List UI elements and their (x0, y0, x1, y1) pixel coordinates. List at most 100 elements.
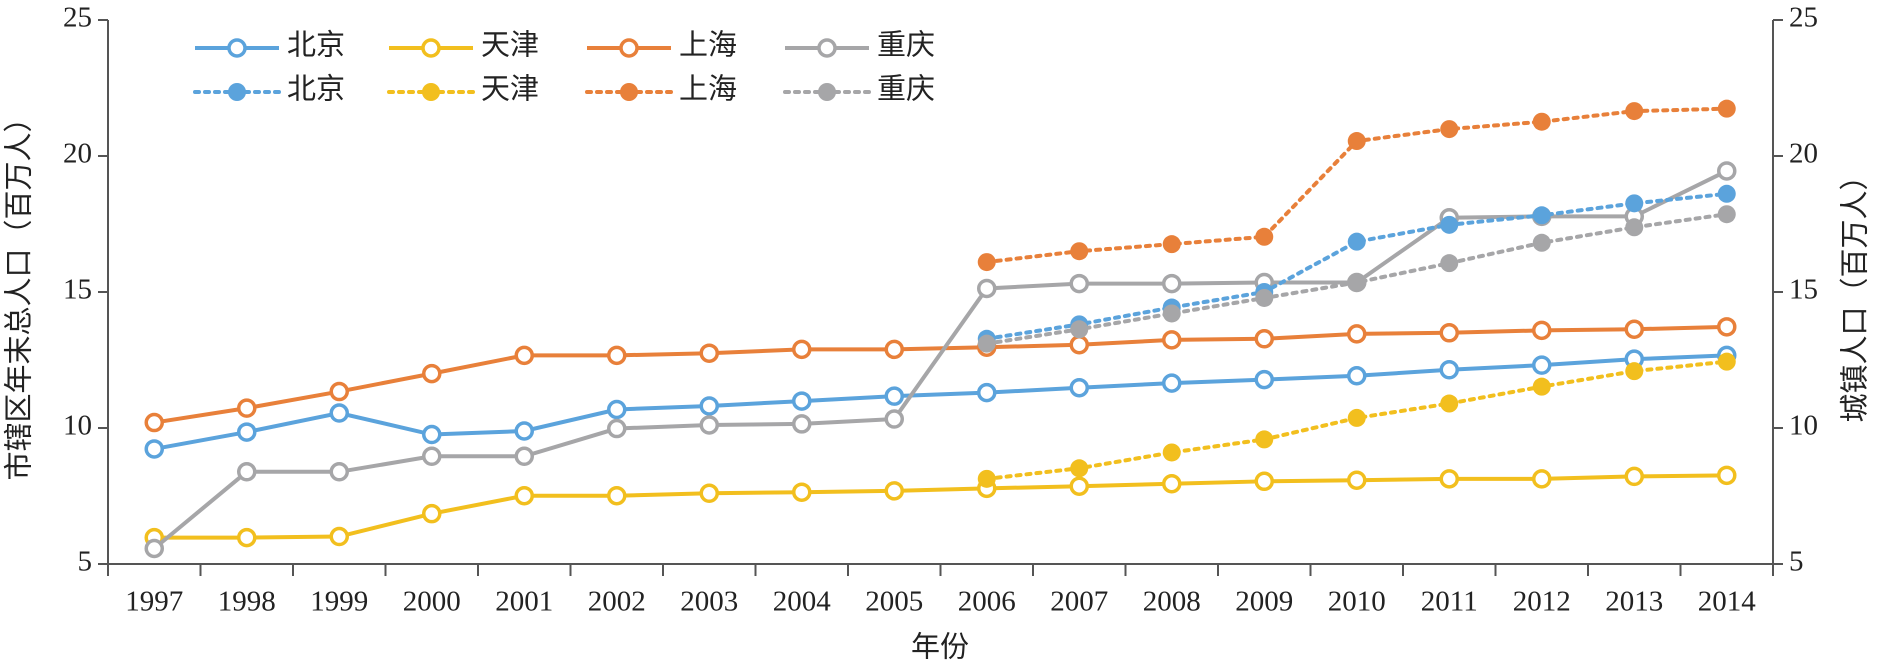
data-point (792, 391, 812, 411)
data-point (1162, 474, 1182, 494)
data-point (237, 398, 257, 418)
data-point (1347, 324, 1367, 344)
x-axis-label: 年份 (911, 631, 969, 664)
data-point (237, 527, 257, 548)
data-point (977, 382, 997, 403)
y2-axis-label: 城镇人口（百万人） (1839, 161, 1872, 422)
data-point (792, 482, 812, 502)
y-tick-label: 10 (63, 410, 92, 442)
series-line (153, 324, 1727, 425)
data-point (422, 446, 442, 467)
data-point (699, 483, 719, 504)
legend-marker (422, 83, 440, 101)
data-point (514, 421, 534, 441)
data-point (607, 345, 627, 366)
data-point (514, 446, 534, 467)
data-point (1717, 161, 1737, 181)
x-tick-label: 2008 (1143, 586, 1201, 618)
data-point (977, 469, 996, 488)
data-point (1069, 273, 1089, 294)
data-point (1717, 205, 1736, 224)
data-point (1532, 377, 1551, 396)
data-point (1347, 273, 1366, 292)
data-point (699, 415, 719, 435)
data-point (329, 526, 349, 547)
data-point (144, 412, 164, 433)
data-point (329, 462, 349, 482)
x-tick-label: 2002 (588, 586, 646, 618)
data-point (422, 503, 442, 524)
legend-label: 上海 (679, 73, 737, 106)
legend-label: 上海 (679, 29, 737, 62)
y-tick-label: 15 (63, 274, 92, 306)
data-point (1347, 132, 1366, 151)
data-point (1625, 362, 1644, 381)
data-point (422, 424, 442, 445)
data-point (977, 334, 996, 353)
legend-marker (227, 38, 247, 58)
data-point (1532, 233, 1551, 252)
legend-label: 北京 (287, 73, 345, 106)
data-point (792, 414, 812, 434)
x-tick-label: 2004 (773, 586, 832, 618)
data-point (1162, 373, 1182, 393)
data-point (1440, 394, 1459, 413)
data-point (1347, 408, 1366, 427)
x-tick-label: 2001 (495, 586, 553, 618)
data-point (1532, 112, 1551, 131)
data-point (514, 485, 534, 506)
data-point (1069, 476, 1089, 496)
x-tick-label: 2005 (865, 586, 923, 618)
legend-label: 重庆 (877, 73, 935, 106)
data-point (792, 339, 812, 360)
legend-marker (228, 83, 246, 101)
data-point (237, 462, 257, 482)
data-point (1254, 369, 1274, 390)
data-point (977, 253, 996, 272)
y2-tick-label: 15 (1789, 274, 1818, 306)
data-point (1070, 459, 1089, 478)
data-point (1440, 215, 1459, 234)
data-point (1069, 335, 1089, 355)
data-point (144, 439, 164, 459)
data-point (1717, 465, 1737, 486)
x-tick-label: 2006 (958, 586, 1016, 618)
x-tick-label: 2013 (1605, 586, 1663, 618)
data-point (1347, 232, 1366, 251)
data-point (1717, 317, 1737, 337)
data-point (699, 396, 719, 416)
x-tick-label: 1997 (125, 586, 183, 618)
legend-label: 天津 (481, 74, 539, 106)
x-tick-label: 2010 (1328, 586, 1386, 618)
y-tick-label: 5 (78, 546, 93, 578)
data-point (1624, 319, 1644, 340)
legend-label: 重庆 (877, 29, 935, 62)
legend-marker (619, 38, 639, 58)
data-point (329, 381, 349, 402)
data-point (1347, 366, 1367, 386)
data-point (884, 481, 904, 501)
data-point (884, 339, 904, 360)
y2-tick-label: 25 (1789, 2, 1818, 34)
data-point (1625, 218, 1644, 237)
data-point (1254, 329, 1274, 349)
data-point (607, 399, 627, 420)
data-point (1162, 330, 1182, 350)
data-point (1717, 99, 1736, 118)
data-point (329, 403, 349, 423)
data-point (1717, 184, 1736, 203)
data-point (884, 409, 904, 429)
data-point (1624, 466, 1644, 487)
x-tick-label: 2012 (1513, 586, 1571, 618)
data-point (699, 343, 719, 363)
legend-marker (620, 83, 638, 101)
data-point (1347, 470, 1367, 490)
x-tick-label: 2003 (680, 586, 738, 618)
data-point (1532, 320, 1552, 341)
data-point (1162, 304, 1181, 323)
y2-tick-label: 5 (1789, 546, 1804, 578)
y-tick-label: 25 (63, 2, 92, 34)
x-tick-label: 2011 (1421, 586, 1478, 618)
y-tick-label: 20 (63, 138, 92, 170)
